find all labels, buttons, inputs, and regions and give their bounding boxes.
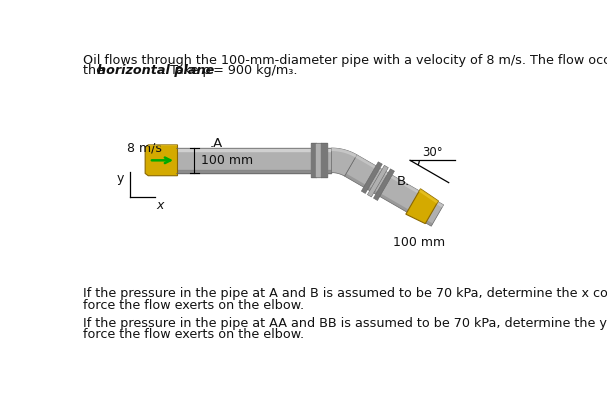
Text: Oil flows through the 100-mm-diameter pipe with a velocity of 8 m/s. The flow oc: Oil flows through the 100-mm-diameter pi… xyxy=(83,54,607,67)
Polygon shape xyxy=(355,155,444,208)
Polygon shape xyxy=(148,145,177,146)
Polygon shape xyxy=(419,189,438,204)
Text: x: x xyxy=(157,199,164,212)
Text: B.: B. xyxy=(397,176,410,188)
Text: 100 mm: 100 mm xyxy=(200,154,253,167)
Text: the: the xyxy=(83,64,108,77)
Polygon shape xyxy=(345,155,444,226)
Text: .A: .A xyxy=(210,136,223,150)
Text: horizontal plane: horizontal plane xyxy=(97,64,214,77)
Polygon shape xyxy=(345,173,433,226)
Text: 100 mm: 100 mm xyxy=(393,236,445,249)
Polygon shape xyxy=(373,169,395,201)
Text: If the pressure in the pipe at A and B is assumed to be 70 kPa, determine the x : If the pressure in the pipe at A and B i… xyxy=(83,288,607,300)
Polygon shape xyxy=(361,162,382,194)
Text: force the flow exerts on the elbow.: force the flow exerts on the elbow. xyxy=(83,299,304,312)
Text: 30°: 30° xyxy=(422,146,443,159)
Polygon shape xyxy=(367,165,388,197)
Text: y: y xyxy=(117,172,124,185)
Polygon shape xyxy=(145,145,177,176)
Polygon shape xyxy=(406,189,438,224)
Text: 8 m/s: 8 m/s xyxy=(127,141,161,154)
Text: . Take ρ = 900 kg/m₃.: . Take ρ = 900 kg/m₃. xyxy=(162,64,297,77)
Text: If the pressure in the pipe at AA and BB is assumed to be 70 kPa, determine the : If the pressure in the pipe at AA and BB… xyxy=(83,317,607,330)
Polygon shape xyxy=(331,148,357,157)
Polygon shape xyxy=(331,148,357,176)
Text: force the flow exerts on the elbow.: force the flow exerts on the elbow. xyxy=(83,328,304,341)
